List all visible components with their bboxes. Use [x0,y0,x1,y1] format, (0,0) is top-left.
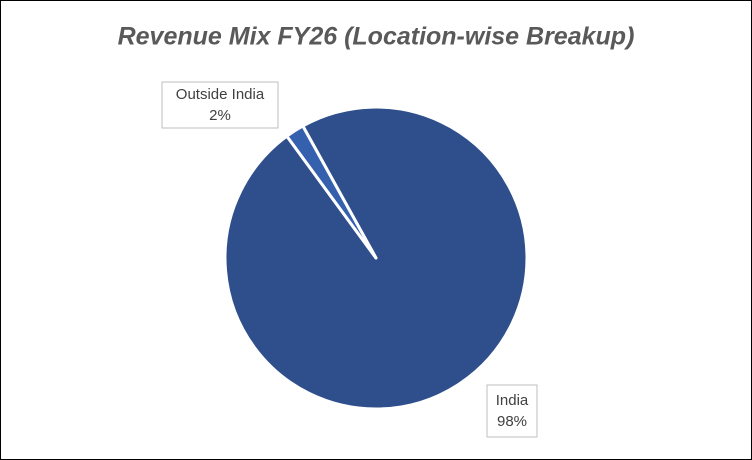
data-label: India 98% [486,384,538,438]
chart-title: Revenue Mix FY26 (Location-wise Breakup) [118,23,635,51]
data-label-name: Outside India [176,86,265,103]
data-label-box [161,81,279,129]
pie-slice [285,124,378,260]
data-label-value: 98% [497,413,527,430]
data-label-name: India [496,392,529,409]
data-label-box [486,384,538,438]
data-label: Outside India 2% [161,81,279,129]
data-label-value: 2% [209,107,231,124]
